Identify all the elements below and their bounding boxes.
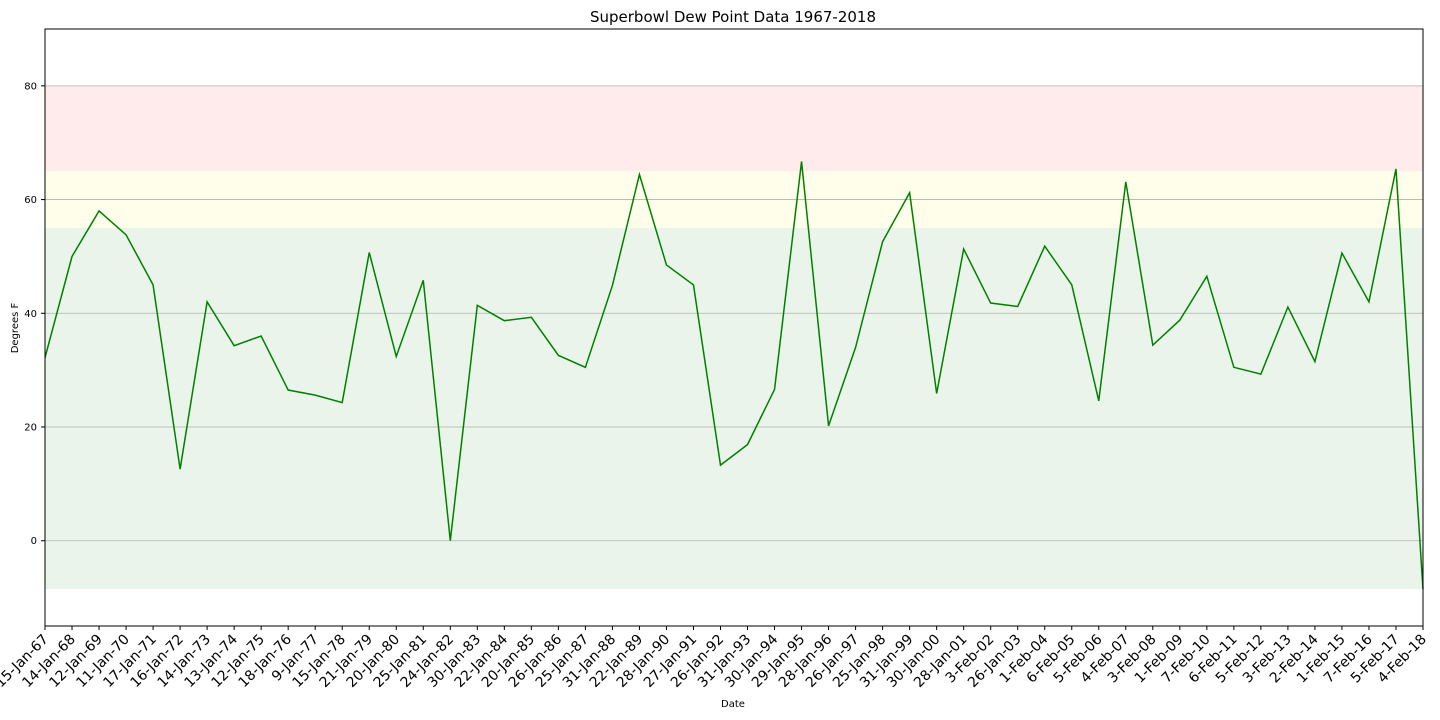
data-point	[530, 316, 532, 318]
data-point	[1125, 181, 1127, 183]
data-point	[584, 366, 586, 368]
data-point	[449, 540, 451, 542]
data-point	[719, 464, 721, 466]
series-line	[44, 161, 1424, 590]
data-point	[638, 173, 640, 175]
data-point	[692, 284, 694, 286]
data-point	[341, 401, 343, 403]
series-line-group	[44, 160, 1424, 590]
data-point	[1395, 168, 1397, 170]
data-point	[368, 251, 370, 253]
data-point	[1233, 366, 1235, 368]
band-0	[45, 228, 1423, 590]
data-point	[395, 355, 397, 357]
data-point	[71, 255, 73, 257]
data-point	[179, 468, 181, 470]
ytick-label: 60	[24, 195, 37, 206]
data-point	[1179, 319, 1181, 321]
data-point	[233, 344, 235, 346]
ytick-label: 20	[24, 423, 37, 434]
data-point	[476, 304, 478, 306]
comfort-bands	[45, 85, 1423, 590]
data-point	[1314, 360, 1316, 362]
grid-lines	[45, 85, 1423, 542]
data-point	[881, 240, 883, 242]
data-point	[962, 248, 964, 250]
data-point	[422, 279, 424, 281]
ytick-label: 40	[24, 309, 37, 320]
data-point	[1341, 252, 1343, 254]
data-point	[557, 354, 559, 356]
data-point	[1098, 400, 1100, 402]
data-point	[152, 284, 154, 286]
data-point	[854, 346, 856, 348]
data-point	[1044, 245, 1046, 247]
data-point	[1287, 306, 1289, 308]
data-point	[773, 388, 775, 390]
chart-title: Superbowl Dew Point Data 1967-2018	[590, 8, 876, 26]
data-point	[260, 335, 262, 337]
data-point	[746, 443, 748, 445]
data-point	[1017, 305, 1019, 307]
data-point	[800, 160, 802, 162]
ytick-label: 80	[24, 81, 37, 92]
data-point	[314, 394, 316, 396]
data-point	[989, 302, 991, 304]
data-point	[503, 319, 505, 321]
data-point	[1152, 344, 1154, 346]
x-axis: 15-Jan-6714-Jan-6812-Jan-6911-Jan-7017-J…	[0, 626, 1430, 691]
data-point	[1071, 284, 1073, 286]
data-point	[125, 234, 127, 236]
data-point	[611, 284, 613, 286]
data-point	[287, 389, 289, 391]
y-axis-label: Degrees F	[10, 302, 21, 353]
data-point	[908, 192, 910, 194]
x-axis-label: Date	[721, 699, 745, 710]
data-point	[1368, 301, 1370, 303]
band-2	[45, 85, 1423, 172]
data-point	[935, 392, 937, 394]
data-point	[206, 301, 208, 303]
data-point	[98, 210, 100, 212]
y-axis: 0 20 40 60 80	[24, 81, 45, 547]
data-point	[1260, 373, 1262, 375]
ytick-label: 0	[31, 536, 37, 547]
plot-frame	[44, 28, 1424, 627]
data-point	[665, 264, 667, 266]
data-point	[1206, 275, 1208, 277]
data-point	[827, 425, 829, 427]
